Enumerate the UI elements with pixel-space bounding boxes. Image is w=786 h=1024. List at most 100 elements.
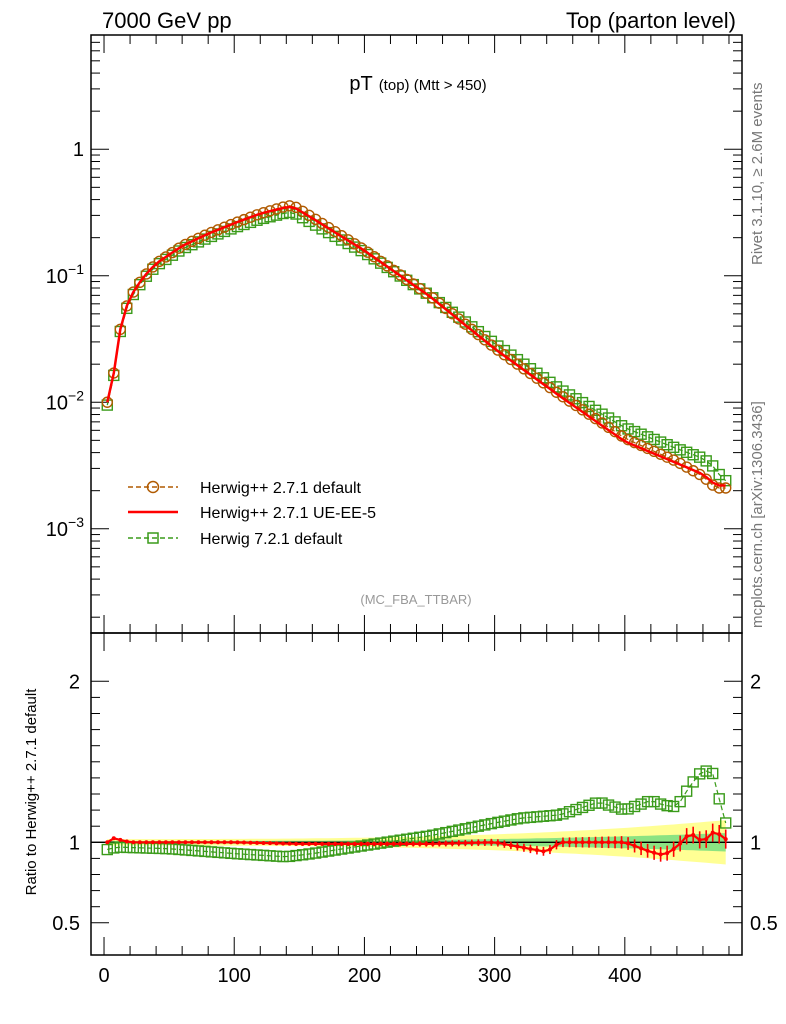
main-point-square [713, 468, 725, 481]
legend: Herwig++ 2.7.1 default Herwig++ 2.7.1 UE… [128, 480, 376, 548]
ratio-point-dot [300, 841, 305, 846]
mcplots-note: mcplots.cern.ch [arXiv:1306.3436] [749, 401, 766, 628]
legend-label-herwigpp-ue: Herwig++ 2.7.1 UE-EE-5 [200, 505, 376, 522]
main-point-circle [134, 276, 146, 289]
rivet-note: Rivet 3.1.10, ≥ 2.6M events [749, 83, 766, 266]
ratio-point-dot [463, 841, 468, 846]
ratio-point-square [505, 814, 517, 826]
ratio-point-dot [619, 840, 624, 845]
ratio-point-dot [639, 846, 644, 851]
main-point-square [635, 428, 647, 440]
ratio-point-dot [508, 843, 513, 848]
header-left: 7000 GeV pp [102, 8, 232, 33]
main-point-circle [225, 218, 237, 231]
ratio-y-ticklabel-right: 1 [750, 832, 761, 854]
ratio-point-dot [202, 840, 207, 845]
main-point-square [680, 446, 693, 458]
ratio-point-dot [124, 839, 129, 844]
ratio-point-dot [170, 840, 175, 845]
main-point-square [720, 474, 732, 487]
ratio-point-dot [521, 845, 526, 850]
main-point-square [687, 449, 699, 461]
ratio-point-square [700, 765, 712, 777]
main-point-square [628, 425, 641, 438]
title-sub: (top) (Mtt > 450) [379, 77, 487, 94]
ratio-point-dot [678, 841, 683, 846]
main-point-square [550, 381, 563, 393]
ratio-axis-ticks [91, 633, 742, 955]
main-series-group [101, 200, 732, 494]
ratio-point-square [713, 793, 725, 805]
main-point-circle [186, 235, 198, 248]
ratio-point-dot [326, 841, 331, 846]
main-point-square [674, 444, 686, 456]
ratio-point-dot [450, 841, 455, 846]
ratio-point-square [628, 800, 641, 813]
ratio-point-dot [307, 841, 312, 846]
ratio-ylabel: Ratio to Herwig++ 2.7.1 default [23, 688, 40, 896]
ratio-point-dot [241, 840, 246, 845]
ratio-point-dot [515, 844, 520, 849]
ratio-point-dot [704, 837, 709, 842]
x-ticklabel: 100 [218, 965, 251, 987]
ratio-point-square [602, 799, 615, 811]
ratio-point-dot [626, 841, 631, 846]
ratio-point-dot [665, 851, 670, 856]
ratio-point-square [114, 841, 126, 853]
title-main: pT [349, 73, 372, 95]
ratio-point-dot [111, 836, 116, 841]
main-title: pT (top) (Mtt > 450) [349, 73, 486, 95]
ratio-point-square [511, 813, 524, 825]
ratio-point-dot [658, 852, 663, 857]
ratio-point-dot [443, 841, 448, 846]
ratio-point-square [296, 849, 309, 861]
ratio-point-square [277, 850, 289, 863]
x-ticklabel: 300 [478, 965, 511, 987]
ratio-point-dot [691, 833, 696, 838]
ratio-point-square [485, 817, 498, 830]
ratio-point-square [720, 817, 732, 829]
x-ticklabel: 400 [608, 965, 641, 987]
main-point-square [693, 451, 706, 463]
ratio-point-dot [489, 840, 494, 845]
ratio-point-dot [424, 841, 429, 846]
ratio-point-dot [105, 840, 110, 845]
ratio-point-dot [613, 840, 618, 845]
ratio-point-dot [281, 841, 286, 846]
main-point-circle [212, 224, 224, 236]
main-series-line [106, 205, 726, 487]
ratio-point-dot [580, 840, 585, 845]
ratio-point-square [270, 850, 283, 862]
ratio-point-square [661, 799, 673, 812]
ratio-point-square [108, 842, 120, 854]
main-axis-ticks [91, 34, 742, 633]
main-point-circle [199, 229, 211, 241]
ratio-point-square [557, 808, 569, 820]
ratio-point-dot [268, 841, 273, 846]
ratio-point-dot [320, 841, 325, 846]
ratio-point-square [251, 849, 263, 861]
ratio-point-square [212, 846, 224, 859]
ratio-point-dot [137, 840, 142, 845]
main-y-ticklabel: 1 [73, 139, 84, 161]
ratio-point-dot [495, 840, 500, 845]
ratio-point-square [179, 844, 192, 856]
ratio-point-dot [476, 840, 481, 845]
ratio-point-dot [717, 832, 722, 837]
ratio-point-dot [469, 840, 474, 845]
main-point-circle [192, 232, 205, 244]
ratio-y-ticklabel: 2 [69, 671, 80, 693]
main-point-square [667, 441, 680, 454]
ratio-point-dot [209, 840, 214, 845]
ratio-point-dot [372, 841, 377, 846]
main-y-ticklabel: 10−2 [46, 387, 84, 414]
legend-marker-square [147, 532, 159, 544]
ratio-point-square [531, 811, 543, 823]
ratio-point-dot [313, 841, 318, 846]
ratio-point-square [472, 820, 485, 832]
ratio-point-dot [274, 841, 279, 846]
ratio-frame [90, 632, 743, 956]
ratio-point-dot [560, 840, 565, 845]
ratio-point-dot [235, 840, 240, 845]
